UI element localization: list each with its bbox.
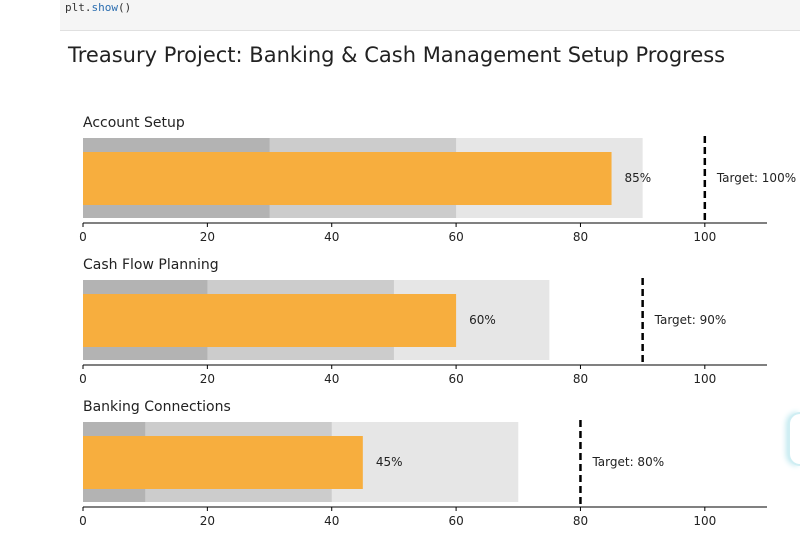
code-function: show bbox=[91, 1, 119, 14]
x-tick-label: 60 bbox=[448, 372, 463, 386]
code-line: plt.show() bbox=[65, 1, 131, 14]
progress-bar bbox=[83, 294, 457, 347]
subplot-title: Cash Flow Planning bbox=[83, 257, 219, 273]
value-label: 85% bbox=[625, 171, 652, 185]
x-tick-label: 0 bbox=[79, 514, 87, 528]
code-cell[interactable]: plt.show() bbox=[60, 0, 800, 31]
code-text: () bbox=[118, 1, 132, 14]
value-label: 60% bbox=[469, 313, 496, 327]
subplot-title: Banking Connections bbox=[83, 399, 231, 415]
x-tick-label: 100 bbox=[693, 230, 716, 244]
x-tick-label: 0 bbox=[79, 230, 87, 244]
code-text: plt. bbox=[65, 1, 92, 14]
x-tick-label: 100 bbox=[693, 372, 716, 386]
target-label: Target: 100% bbox=[716, 171, 796, 185]
chart-title: Treasury Project: Banking & Cash Managem… bbox=[67, 43, 725, 67]
x-tick-label: 0 bbox=[79, 372, 87, 386]
progress-bar bbox=[83, 436, 363, 489]
target-label: Target: 80% bbox=[591, 455, 664, 469]
floating-action-button[interactable] bbox=[788, 412, 800, 466]
x-tick-label: 80 bbox=[573, 514, 588, 528]
subplot-title: Account Setup bbox=[83, 115, 185, 131]
x-tick-label: 100 bbox=[693, 514, 716, 528]
x-tick-label: 40 bbox=[324, 372, 339, 386]
x-tick-label: 60 bbox=[448, 514, 463, 528]
x-tick-label: 20 bbox=[200, 372, 215, 386]
value-label: 45% bbox=[376, 455, 403, 469]
progress-bar bbox=[83, 152, 612, 205]
x-tick-label: 60 bbox=[448, 230, 463, 244]
x-tick-label: 20 bbox=[200, 514, 215, 528]
x-tick-label: 80 bbox=[573, 372, 588, 386]
x-tick-label: 80 bbox=[573, 230, 588, 244]
x-tick-label: 20 bbox=[200, 230, 215, 244]
x-tick-label: 40 bbox=[324, 514, 339, 528]
x-tick-label: 40 bbox=[324, 230, 339, 244]
target-label: Target: 90% bbox=[654, 313, 727, 327]
